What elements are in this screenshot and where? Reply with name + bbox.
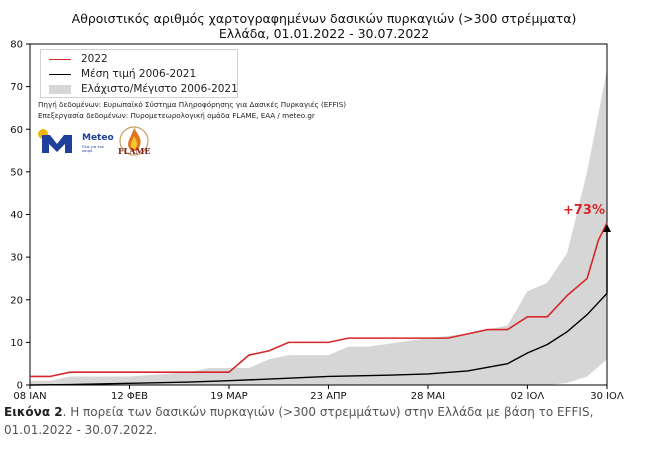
y-tick-label: 50	[10, 167, 23, 178]
caption-label: Εικόνα 2	[4, 405, 63, 419]
legend-item-mean: Μέση τιμή 2006-2021	[49, 67, 196, 81]
flame-logo-text: FLAME	[118, 146, 151, 156]
legend-swatch-2022	[49, 58, 71, 60]
x-tick-label: 08 ΙΑΝ	[13, 391, 46, 400]
minmax-band	[30, 69, 607, 385]
legend-label-mean: Μέση τιμή 2006-2021	[81, 68, 197, 80]
logo-graphics	[38, 126, 149, 156]
source-line-2: Επεξεργασία δεδομένων: Πυρομετεωρολογική…	[38, 110, 315, 120]
chart-title-line-2: Ελλάδα, 01.01.2022 - 30.07.2022	[219, 26, 429, 41]
y-tick-label: 40	[10, 210, 23, 221]
y-tick-label: 60	[10, 125, 23, 136]
increase-annotation-label: +73%	[563, 203, 605, 218]
legend-label-minmax: Ελάχιστο/Μέγιστο 2006-2021	[81, 83, 238, 95]
chart-legend: 2022 Μέση τιμή 2006-2021 Ελάχιστο/Μέγιστ…	[40, 49, 238, 98]
increase-arrow-head	[603, 224, 611, 233]
legend-label-2022: 2022	[81, 53, 108, 65]
series-line-mean	[29, 292, 608, 386]
y-tick-label: 30	[10, 253, 23, 264]
y-tick-label: 70	[10, 82, 23, 93]
legend-item-minmax: Ελάχιστο/Μέγιστο 2006-2021	[49, 82, 238, 96]
y-tick-label: 80	[10, 40, 23, 51]
meteo-m-icon	[42, 135, 72, 153]
figure-caption: Εικόνα 2. Η πορεία των δασικών πυρκαγιών…	[4, 403, 644, 439]
x-tick-label: 30 ΙΟΛ	[590, 391, 624, 400]
logos: Meteo Όλα για τον καιρό FLAME	[38, 124, 158, 164]
x-tick-label: 28 ΜΑΙ	[411, 391, 445, 400]
series-line-2022	[30, 222, 608, 378]
x-tick-label: 12 ΦΕΒ	[111, 391, 148, 400]
x-tick-label: 19 ΜΑΡ	[210, 391, 247, 400]
y-tick-label: 0	[17, 381, 23, 392]
y-tick-label: 20	[10, 295, 23, 306]
meteo-logo-subtitle: Όλα για τον καιρό	[82, 145, 104, 153]
y-tick-label: 10	[10, 338, 23, 349]
x-tick-label: 02 ΙΟΛ	[511, 391, 545, 400]
caption-text: . Η πορεία των δασικών πυρκαγιών (>300 σ…	[4, 405, 594, 437]
legend-swatch-minmax	[49, 84, 71, 94]
x-tick-label: 23 ΑΠΡ	[310, 391, 346, 400]
flame-logo-icon	[119, 126, 149, 156]
chart-plot: Αθροιστικός αριθμός χαρτογραφημένων δασι…	[10, 11, 624, 400]
meteo-logo-text: Meteo	[82, 133, 114, 143]
legend-swatch-mean	[49, 73, 71, 75]
source-line-1: Πηγή δεδομένων: Ευρωπαϊκό Σύστημα Πληροφ…	[38, 100, 347, 109]
data-sources: Πηγή δεδομένων: Ευρωπαϊκό Σύστημα Πληροφ…	[38, 100, 346, 121]
chart-title-line-1: Αθροιστικός αριθμός χαρτογραφημένων δασι…	[72, 11, 577, 26]
legend-item-2022: 2022	[49, 52, 108, 66]
